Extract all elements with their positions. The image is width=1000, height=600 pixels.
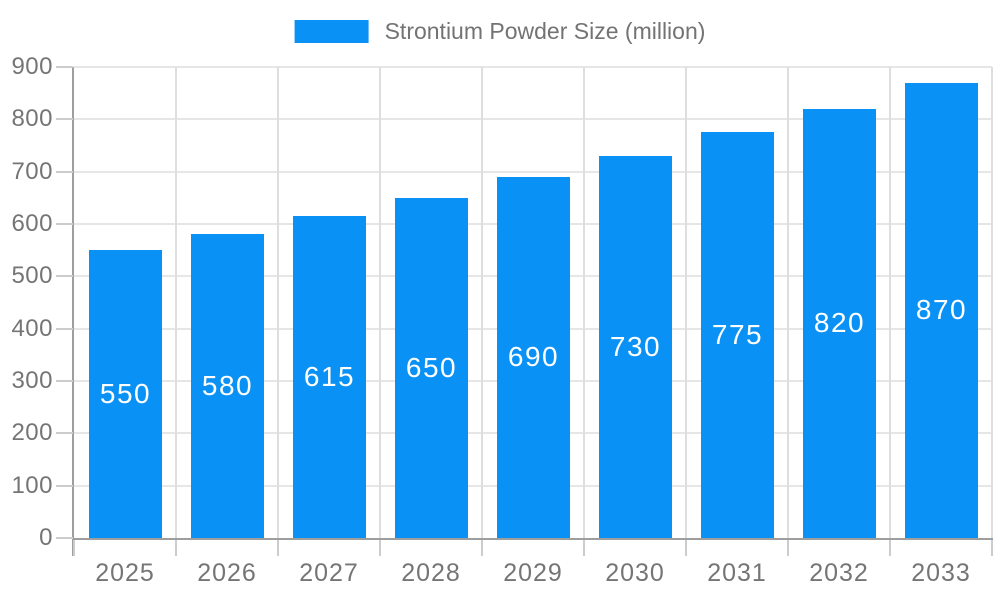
y-axis-tick-label: 400 — [11, 314, 53, 342]
bar-2025[interactable]: 550 — [89, 250, 162, 538]
x-gridline — [889, 67, 891, 538]
plot-area: 550 580 615 650 690 730 775 820 870 — [74, 66, 993, 538]
y-axis-tick-label: 800 — [11, 105, 53, 133]
bar-2033[interactable]: 870 — [905, 82, 978, 538]
y-axis-tick-label: 900 — [11, 53, 53, 80]
bar-2031[interactable]: 775 — [701, 132, 774, 538]
x-axis-tick — [379, 540, 381, 556]
y-axis-tick-label: 600 — [11, 210, 53, 237]
bar-2027[interactable]: 615 — [293, 216, 366, 538]
x-axis-tick — [277, 540, 279, 556]
y-axis-tick — [56, 170, 73, 173]
bar-2028[interactable]: 650 — [395, 197, 468, 538]
y-axis-tick — [56, 484, 73, 487]
x-axis-tick — [583, 540, 585, 556]
y-axis-tick — [56, 223, 73, 225]
x-axis-category-label: 2029 — [503, 559, 563, 587]
x-axis-tick — [787, 540, 789, 556]
y-axis-tick — [56, 327, 73, 330]
x-axis-category-label: 2033 — [911, 559, 971, 587]
y-gridline — [74, 66, 992, 68]
legend-label: Strontium Powder Size (million) — [384, 18, 706, 44]
y-axis-tick-label: 500 — [11, 262, 53, 290]
x-axis-tick — [481, 540, 483, 556]
bar-value-label: 730 — [609, 330, 662, 362]
x-axis-line — [72, 538, 993, 540]
x-axis-category-label: 2028 — [401, 559, 461, 587]
bar-value-label: 870 — [915, 294, 968, 326]
x-gridline — [175, 67, 177, 538]
bar-2032[interactable]: 820 — [803, 108, 876, 538]
x-gridline — [379, 67, 381, 538]
bar-value-label: 615 — [303, 361, 356, 393]
x-axis-tick — [73, 540, 75, 556]
legend-swatch-icon — [294, 20, 369, 43]
x-axis-category-label: 2030 — [605, 559, 665, 587]
x-axis-category-label: 2032 — [809, 559, 869, 587]
x-axis-category-label: 2026 — [197, 559, 257, 587]
x-gridline — [685, 67, 687, 538]
legend[interactable]: Strontium Powder Size (million) — [294, 18, 706, 45]
x-axis-category-label: 2027 — [299, 559, 359, 587]
bar-value-label: 690 — [507, 341, 560, 373]
y-axis-tick-label: 300 — [11, 367, 53, 394]
bar-value-label: 580 — [201, 370, 254, 402]
x-axis-tick — [175, 540, 177, 556]
y-axis-tick-label: 100 — [11, 471, 53, 499]
y-axis-tick-label: 700 — [11, 157, 53, 185]
bar-2029[interactable]: 690 — [497, 176, 570, 538]
bar-value-label: 820 — [813, 307, 866, 339]
x-axis-category-label: 2025 — [95, 559, 155, 587]
bar-value-label: 550 — [99, 378, 152, 410]
x-gridline — [583, 67, 585, 538]
x-gridline — [991, 67, 993, 538]
bar-2026[interactable]: 580 — [191, 234, 264, 538]
x-gridline — [481, 67, 483, 538]
x-gridline — [277, 67, 279, 538]
bar-2030[interactable]: 730 — [599, 155, 672, 538]
y-axis-tick — [56, 380, 73, 382]
y-axis-tick — [56, 432, 73, 435]
x-axis-category-label: 2031 — [707, 559, 767, 587]
y-axis-line — [72, 67, 74, 556]
y-axis-tick — [56, 118, 73, 121]
bar-value-label: 775 — [711, 319, 764, 351]
x-gridline — [787, 67, 789, 538]
y-axis-tick-label: 0 — [39, 524, 53, 551]
y-axis-tick — [56, 275, 73, 278]
y-axis-tick-label: 200 — [11, 419, 53, 447]
x-axis-tick — [685, 540, 687, 556]
y-gridline — [74, 118, 992, 121]
y-axis-tick — [56, 537, 73, 539]
y-gridline — [74, 170, 992, 173]
bar-value-label: 650 — [405, 351, 458, 383]
x-axis-tick — [991, 540, 993, 556]
x-axis-tick — [889, 540, 891, 556]
y-axis-tick — [56, 66, 73, 68]
